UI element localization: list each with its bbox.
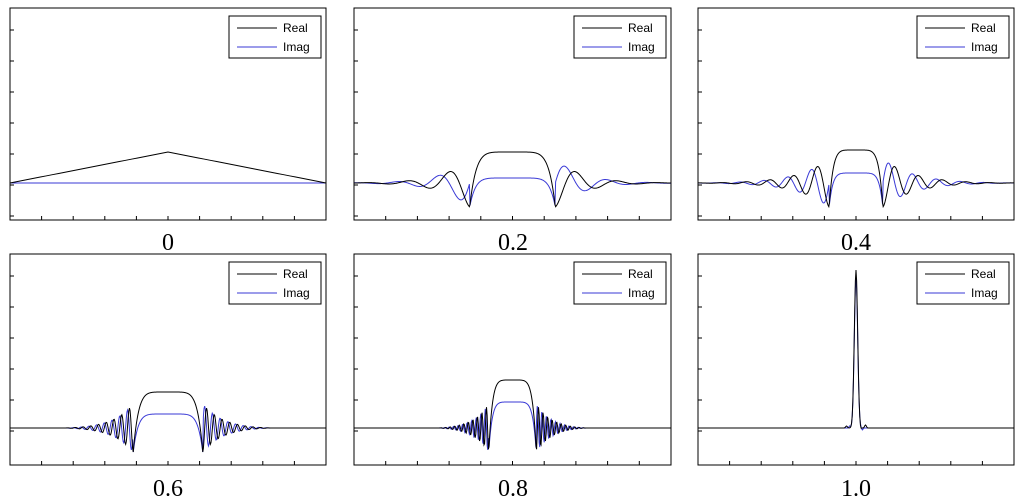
panel-1: Real Imag 0.2 [353, 7, 672, 256]
legend [573, 15, 667, 59]
legend [573, 261, 667, 305]
panel-3: Real Imag 0.6 [9, 253, 327, 501]
legend-label-imag: Imag [283, 40, 310, 54]
legend-label-real: Real [628, 267, 653, 281]
legend [916, 15, 1010, 59]
series-real-line [698, 269, 1014, 429]
series-real-line [697, 149, 1015, 209]
legend-label-real: Real [283, 21, 308, 35]
series-real-line [354, 379, 671, 450]
series-imag-line [353, 165, 672, 206]
panel-caption: 0.6 [153, 476, 183, 501]
legend-label-real: Real [971, 267, 996, 281]
legend-label-real: Real [628, 21, 653, 35]
panel-caption: 0.4 [841, 230, 871, 256]
legend-label-imag: Imag [283, 286, 310, 300]
panel-0: Real Imag 0 [9, 7, 327, 256]
panel-caption: 0.2 [498, 230, 528, 256]
series-real-line [9, 151, 327, 184]
legend-label-real: Real [971, 21, 996, 35]
legend-label-imag: Imag [628, 40, 655, 54]
panel-caption: 1.0 [841, 476, 871, 501]
series-imag-line [697, 162, 1015, 205]
legend [916, 261, 1010, 305]
legend [228, 261, 322, 305]
series-real-line [10, 391, 326, 453]
legend-label-imag: Imag [971, 40, 998, 54]
series-real-line [353, 151, 672, 208]
panel-caption: 0 [162, 230, 174, 256]
panel-caption: 0.8 [498, 476, 528, 501]
panel-4: Real Imag 0.8 [353, 253, 672, 501]
legend-label-imag: Imag [971, 286, 998, 300]
panel-2: Real Imag 0.4 [697, 7, 1015, 256]
legend-label-real: Real [283, 267, 308, 281]
panel-5: Real Imag 1.0 [697, 253, 1015, 501]
legend-label-imag: Imag [628, 286, 655, 300]
legend [228, 15, 322, 59]
